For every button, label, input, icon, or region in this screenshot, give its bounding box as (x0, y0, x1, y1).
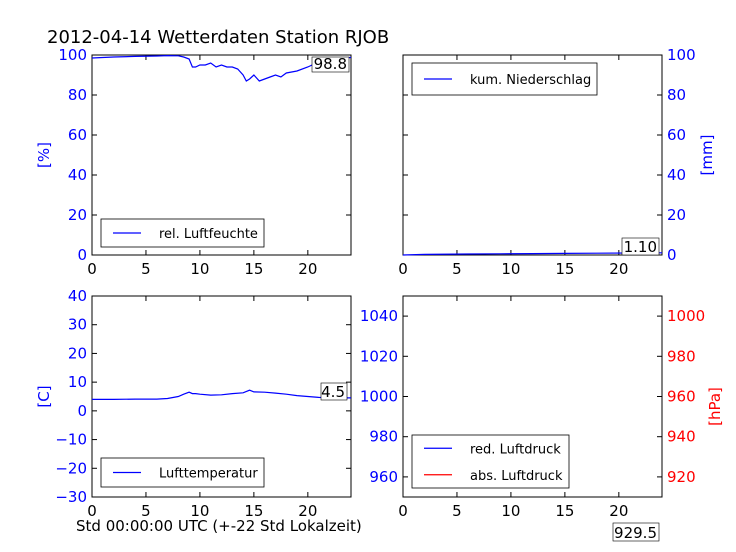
y-tick-label: 100 (667, 46, 696, 64)
panel-4: red. Luftdruck abs. Luftdruck 929.5 (402, 295, 663, 542)
y-tick-label: 0 (667, 246, 677, 264)
x-tick-label: 5 (452, 502, 462, 520)
y-tick-label: 60 (68, 126, 87, 144)
y-tick-label: 10 (68, 373, 87, 391)
value-annotation-box (612, 522, 660, 542)
value-annotation-box (320, 382, 348, 401)
value-annotation: 929.5 (614, 524, 657, 542)
value-annotation: 98.8 (314, 55, 347, 73)
y-axis-label: [mm] (698, 135, 716, 176)
y-tick-label: 0 (77, 402, 87, 420)
y-tick-label: 80 (667, 86, 686, 104)
y-tick-label: 80 (68, 86, 87, 104)
y-tick-label: 1000 (360, 388, 398, 406)
x-tick-label: 0 (87, 502, 97, 520)
x-tick-label: 15 (555, 502, 574, 520)
y-tick-label: 20 (68, 344, 87, 362)
x-tick-label: 20 (609, 260, 628, 278)
plot-frame (91, 54, 352, 256)
panel-1: rel. Luftfeuchte 98.8 (91, 54, 352, 256)
x-tick-label: 15 (244, 502, 263, 520)
value-annotation: 1.10 (624, 238, 657, 256)
x-tick-label: 15 (555, 260, 574, 278)
legend-label: kum. Niederschlag (470, 73, 591, 88)
plot-frame (402, 54, 663, 256)
plot-frame (91, 295, 352, 498)
x-tick-label: 10 (501, 502, 520, 520)
y-axis-label-right: [hPa] (706, 387, 724, 426)
y-tick-label: −10 (55, 431, 87, 449)
y-tick-label: 40 (68, 166, 87, 184)
x-tick-label: 20 (609, 502, 628, 520)
value-annotation-box (311, 56, 350, 73)
y-tick-label: 1040 (360, 307, 398, 325)
series-line (402, 252, 663, 256)
x-tick-label: 0 (87, 260, 97, 278)
y-tick-label-right: 940 (667, 428, 696, 446)
legend-label: abs. Luftdruck (470, 469, 563, 484)
panel-3: Lufttemperatur 4.5 (91, 295, 352, 498)
y-tick-label: −30 (55, 488, 87, 506)
x-tick-label: 5 (141, 260, 151, 278)
y-tick-label: 60 (667, 126, 686, 144)
x-tick-label: 20 (298, 502, 317, 520)
legend-label: red. Luftdruck (470, 442, 561, 457)
y-tick-label: 100 (58, 46, 87, 64)
y-tick-label: 1020 (360, 347, 398, 365)
x-tick-label: 10 (501, 260, 520, 278)
y-tick-label: 960 (369, 468, 398, 486)
y-tick-label: 40 (667, 166, 686, 184)
y-tick-label-right: 920 (667, 468, 696, 486)
x-tick-label: 0 (398, 502, 408, 520)
series-line (92, 389, 351, 400)
x-tick-label: 0 (398, 260, 408, 278)
value-annotation-box (621, 237, 660, 256)
y-axis-label: [%] (35, 142, 53, 168)
x-axis-label: Std 00:00:00 UTC (+-22 Std Lokalzeit) (76, 517, 362, 535)
x-tick-label: 10 (190, 502, 209, 520)
x-tick-label: 15 (244, 260, 263, 278)
panel-2: kum. Niederschlag 1.10 (402, 54, 663, 256)
x-tick-label: 5 (141, 502, 151, 520)
series-line (91, 54, 352, 82)
y-tick-label: 980 (369, 428, 398, 446)
y-tick-label: 20 (68, 206, 87, 224)
y-tick-label: 40 (68, 287, 87, 305)
y-tick-label-right: 1000 (667, 307, 705, 325)
legend-label: rel. Luftfeuchte (159, 227, 258, 242)
y-tick-label-right: 980 (667, 347, 696, 365)
legend-box (411, 434, 570, 489)
y-axis-label: [C] (35, 385, 53, 407)
value-annotation: 4.5 (321, 383, 345, 401)
y-tick-label: 0 (77, 246, 87, 264)
y-tick-label: 30 (68, 316, 87, 334)
chart-title: 2012-04-14 Wetterdaten Station RJOB (47, 27, 390, 48)
y-tick-label: −20 (55, 459, 87, 477)
x-tick-label: 5 (452, 260, 462, 278)
y-tick-label: 20 (667, 206, 686, 224)
legend-label: Lufttemperatur (159, 467, 258, 482)
y-tick-label-right: 960 (667, 388, 696, 406)
x-tick-label: 20 (298, 260, 317, 278)
x-tick-label: 10 (190, 260, 209, 278)
